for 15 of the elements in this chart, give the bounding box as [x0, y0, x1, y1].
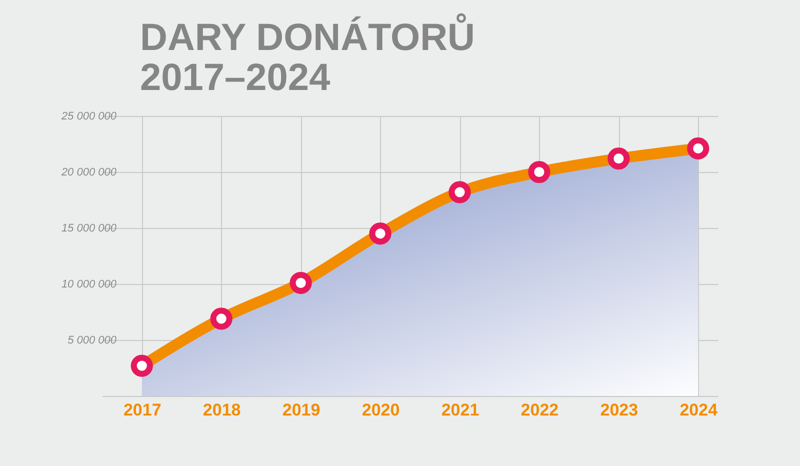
x-tick-label: 2022	[520, 400, 559, 420]
x-tick-label: 2019	[282, 400, 320, 420]
y-tick-label: 5 000 000	[68, 334, 118, 346]
y-tick-label: 15 000 000	[61, 222, 118, 234]
x-tick-label: 2018	[202, 400, 241, 420]
x-tick-label: 2021	[441, 400, 480, 420]
chart-subtitle: 2017–2024	[140, 57, 330, 99]
y-tick-label: 25 000 000	[60, 110, 118, 122]
x-tick-label: 2020	[362, 400, 400, 420]
x-tick-label: 2023	[600, 400, 638, 420]
y-tick-label: 20 000 000	[60, 166, 118, 178]
x-tick-label: 2024	[680, 400, 718, 420]
x-tick-label: 2017	[123, 400, 162, 420]
y-tick-label: 10 000 000	[61, 278, 118, 290]
chart-title: DARY DONÁTORŮ	[140, 13, 475, 59]
